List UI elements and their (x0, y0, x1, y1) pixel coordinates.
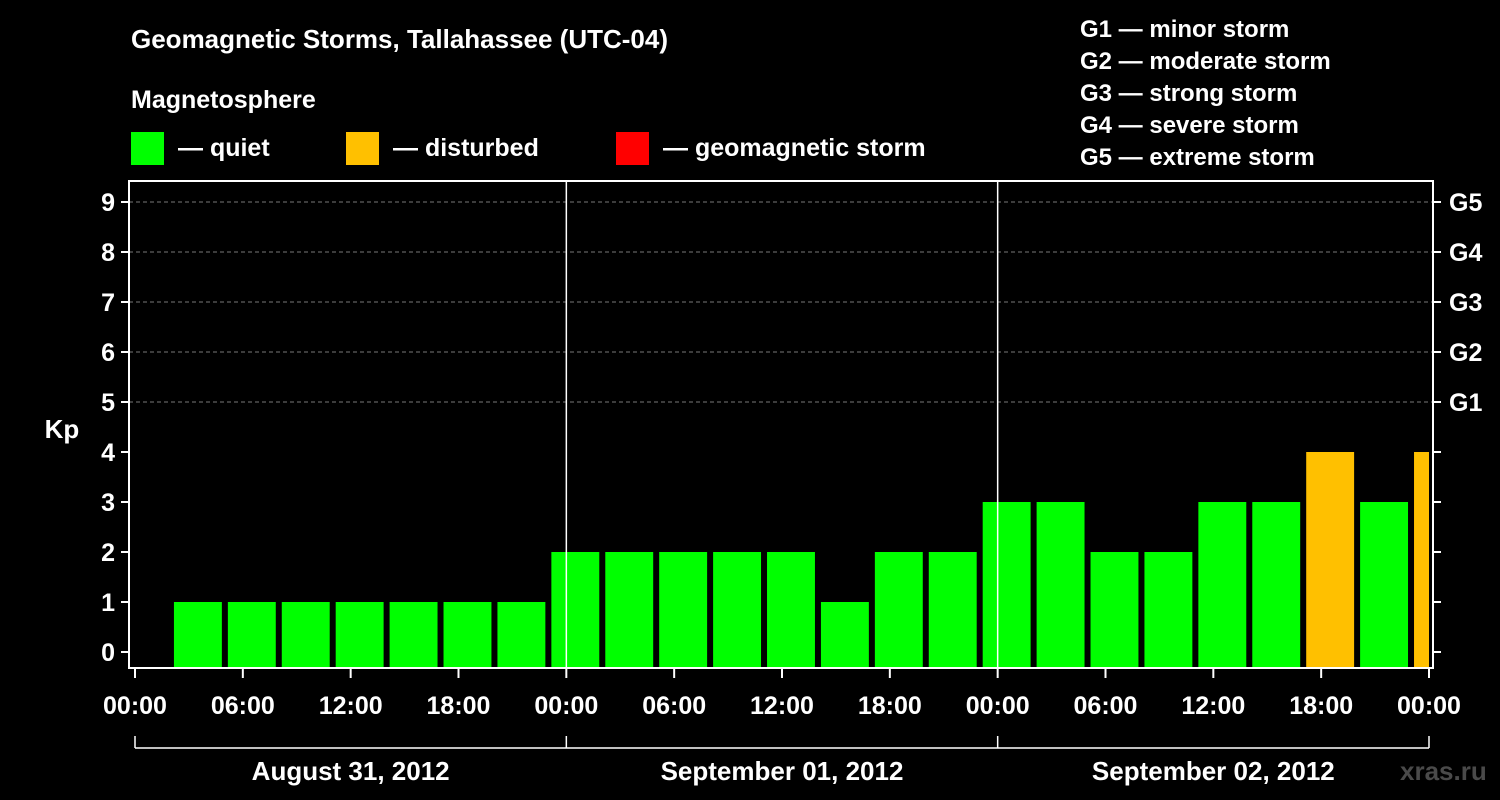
bar-21 (1306, 452, 1355, 668)
xtick-label-10: 12:00 (1181, 692, 1245, 720)
bar-4 (389, 602, 438, 668)
bar-0 (173, 602, 222, 668)
right-tick-label-g4: G4 (1449, 239, 1482, 267)
xtick-label-5: 06:00 (642, 692, 706, 720)
xtick-label-7: 18:00 (858, 692, 922, 720)
right-tick-label-g1: G1 (1449, 389, 1482, 417)
bar-2 (281, 602, 330, 668)
ytick-label-7: 7 (101, 289, 115, 317)
right-tick-label-g5: G5 (1449, 189, 1482, 217)
bar-14 (928, 552, 977, 668)
bar-3 (335, 602, 384, 668)
legend-swatch-storm (616, 132, 649, 165)
legend-item-disturbed: — disturbed (346, 132, 539, 165)
g-scale-item-g2: G2 — moderate storm (1080, 48, 1331, 75)
chart-title: Geomagnetic Storms, Tallahassee (UTC-04) (131, 24, 669, 54)
bar-23 (1414, 452, 1429, 668)
bar-17 (1090, 552, 1139, 668)
g-scale-legend: G1 — minor storm G2 — moderate storm G3 … (1080, 14, 1331, 174)
bar-16 (1036, 502, 1085, 668)
right-tick-label-g3: G3 (1449, 289, 1482, 317)
xtick-label-8: 00:00 (966, 692, 1030, 720)
xtick-label-1: 06:00 (211, 692, 275, 720)
bar-10 (713, 552, 762, 668)
right-tick-label-g2: G2 (1449, 339, 1482, 367)
bar-20 (1252, 502, 1301, 668)
xtick-label-0: 00:00 (103, 692, 167, 720)
g-scale-item-g5: G5 — extreme storm (1080, 144, 1315, 171)
day-label-2: September 02, 2012 (1092, 756, 1335, 786)
g-scale-item-g3: G3 — strong storm (1080, 80, 1298, 107)
xtick-label-9: 06:00 (1074, 692, 1138, 720)
watermark: xras.ru (1400, 756, 1487, 786)
ytick-label-0: 0 (101, 639, 115, 667)
bar-11 (767, 552, 815, 668)
magnetosphere-label: Magnetosphere (131, 86, 316, 114)
ytick-label-3: 3 (101, 489, 115, 517)
day-label-1: September 01, 2012 (661, 756, 904, 786)
xtick-label-2: 12:00 (319, 692, 383, 720)
legend-label-disturbed: — disturbed (393, 134, 539, 162)
bar-6 (497, 602, 546, 668)
xtick-label-11: 18:00 (1289, 692, 1353, 720)
bar-12 (820, 602, 869, 668)
bar-22 (1360, 502, 1409, 668)
y-axis-label: Kp (45, 414, 80, 444)
legend-item-quiet: — quiet (131, 132, 270, 165)
bar-1 (227, 602, 276, 668)
legend-swatch-quiet (131, 132, 164, 165)
bar-13 (874, 552, 923, 668)
g-scale-item-g4: G4 — severe storm (1080, 112, 1299, 139)
xtick-label-4: 00:00 (534, 692, 598, 720)
legend-label-quiet: — quiet (178, 134, 270, 162)
legend-swatch-disturbed (346, 132, 379, 165)
bar-18 (1144, 552, 1193, 668)
legend-label-storm: — geomagnetic storm (663, 134, 926, 162)
bar-8 (605, 552, 654, 668)
ytick-label-8: 8 (101, 239, 115, 267)
bar-15 (982, 502, 1031, 668)
ytick-label-2: 2 (101, 539, 115, 567)
ytick-label-6: 6 (101, 339, 115, 367)
bar-7 (551, 552, 600, 668)
xtick-label-3: 18:00 (427, 692, 491, 720)
xtick-label-12: 00:00 (1397, 692, 1461, 720)
xtick-label-6: 12:00 (750, 692, 814, 720)
ytick-label-1: 1 (101, 589, 115, 617)
day-label-0: August 31, 2012 (252, 756, 450, 786)
ytick-label-4: 4 (101, 439, 115, 467)
ytick-label-9: 9 (101, 189, 115, 217)
ytick-label-5: 5 (101, 389, 115, 417)
bar-19 (1198, 502, 1247, 668)
bar-5 (443, 602, 492, 668)
legend-item-storm: — geomagnetic storm (616, 132, 926, 165)
bar-9 (659, 552, 708, 668)
g-scale-item-g1: G1 — minor storm (1080, 16, 1290, 43)
